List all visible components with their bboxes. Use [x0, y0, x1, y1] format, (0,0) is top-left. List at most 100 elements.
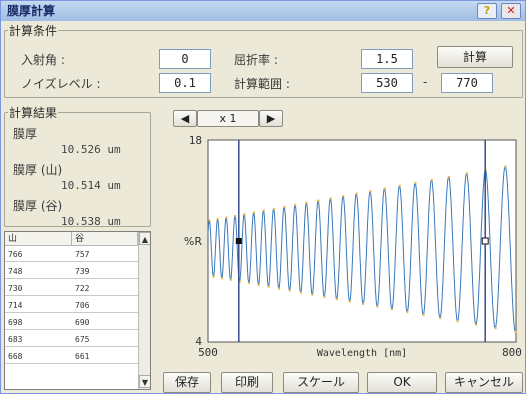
reflectance-chart[interactable]: 500 800 18 4 Wavelength [nm] %R [158, 130, 523, 365]
table-row[interactable]: 683 675 [5, 332, 138, 347]
peak-cell: 730 [8, 284, 23, 293]
extremum-marker [252, 211, 256, 214]
valley-cell: 675 [75, 335, 90, 344]
title-bar: 膜厚計算 [1, 1, 525, 21]
extremum-marker [225, 216, 228, 219]
help-button[interactable]: ? [477, 3, 497, 19]
extremum-marker [305, 201, 308, 205]
next-icon: ▶ [266, 112, 276, 125]
extremum-marker [317, 199, 320, 202]
prev-icon: ◀ [180, 112, 190, 125]
extremum-marker [329, 197, 332, 200]
extremum-marker [243, 212, 246, 216]
range-end-handle[interactable] [481, 237, 489, 245]
extremum-marker [212, 275, 215, 278]
x-tick-label: 500 [198, 346, 218, 359]
extremum-marker [342, 194, 345, 198]
y-tick-label: 4 [195, 335, 202, 348]
extremum-marker [216, 217, 219, 221]
extremum-marker [257, 283, 261, 287]
scale-button[interactable]: スケール [283, 372, 359, 393]
noise-input[interactable]: 0.1 [159, 73, 211, 93]
reflectance-series [207, 165, 517, 333]
close-button[interactable]: ✕ [501, 3, 521, 19]
thickness-peak-value: 10.514 um [61, 179, 121, 192]
extremum-marker [447, 175, 451, 179]
extremum-marker [475, 323, 478, 326]
window-title: 膜厚計算 [7, 4, 56, 18]
plot-area [207, 139, 517, 343]
extremum-marker [267, 285, 271, 288]
thickness-valley-value: 10.538 um [61, 215, 121, 228]
zoom-display[interactable]: x 1 [197, 110, 259, 127]
extremum-marker [504, 165, 507, 168]
extremum-marker [277, 287, 281, 290]
y-axis-label: %R [184, 235, 202, 248]
valley-cell: 706 [75, 301, 90, 310]
extremum-marker [294, 203, 297, 207]
range-separator: - [423, 75, 428, 89]
table-row[interactable]: 766 757 [5, 247, 138, 262]
extremum-marker [220, 276, 224, 280]
valley-cell: 690 [75, 318, 90, 327]
ok-button[interactable]: OK [367, 372, 437, 393]
table-row[interactable]: 698 690 [5, 315, 138, 330]
conditions-group: 計算条件 [4, 22, 523, 98]
table-row[interactable]: 668 661 [5, 349, 138, 364]
extremum-marker [272, 207, 276, 211]
extremum-marker [355, 192, 358, 195]
incidence-label: 入射角 : [21, 53, 65, 67]
range-to-input[interactable]: 770 [441, 73, 493, 93]
scroll-up-icon[interactable]: ▲ [139, 232, 150, 245]
thickness-valley-label: 膜厚 (谷) [13, 199, 63, 213]
refractive-label: 屈折率 : [234, 53, 278, 67]
extremum-marker [383, 187, 387, 190]
next-button[interactable]: ▶ [259, 110, 283, 127]
table-scrollbar[interactable]: ▲ ▼ [138, 232, 150, 389]
thickness-label: 膜厚 [13, 127, 38, 141]
refractive-input[interactable]: 1.5 [361, 49, 413, 69]
extremum-marker [335, 297, 339, 301]
extremum-marker [390, 307, 394, 311]
header-valley[interactable]: 谷 [72, 232, 138, 246]
valley-cell: 739 [75, 267, 90, 276]
conditions-legend: 計算条件 [9, 24, 58, 38]
print-button[interactable]: 印刷 [221, 372, 273, 393]
valley-cell: 661 [75, 352, 90, 361]
header-peak[interactable]: 山 [5, 232, 72, 246]
extremum-marker [406, 310, 409, 314]
extremum-marker [262, 209, 265, 212]
extremum-marker [422, 313, 425, 317]
extremum-marker [398, 184, 401, 188]
extremum-marker [430, 178, 434, 182]
extremum-marker [369, 190, 372, 193]
extremum-marker [439, 316, 442, 320]
table-row[interactable]: 714 706 [5, 298, 138, 313]
extremum-marker [362, 302, 365, 306]
table-row[interactable]: 748 739 [5, 264, 138, 279]
scroll-down-icon[interactable]: ▼ [139, 375, 150, 388]
extremum-marker [494, 326, 497, 330]
save-button[interactable]: 保存 [163, 372, 211, 393]
range-from-input[interactable]: 530 [361, 73, 413, 93]
prev-button[interactable]: ◀ [173, 110, 197, 127]
peak-cell: 714 [8, 301, 23, 310]
peak-valley-table[interactable]: 山 谷 766 757 748 739 730 722 714 706 698 690 6… [4, 231, 151, 390]
incidence-input[interactable]: 0 [159, 49, 211, 69]
results-group: 計算結果 [4, 104, 151, 227]
cancel-button[interactable]: キャンセル [445, 372, 523, 393]
thickness-peak-label: 膜厚 (山) [13, 163, 63, 177]
calculate-button[interactable]: 計算 [437, 46, 513, 68]
extremum-marker [414, 181, 417, 185]
extremum-marker [311, 293, 314, 296]
extremum-marker [376, 305, 379, 308]
extremum-marker [323, 295, 326, 299]
range-start-handle[interactable] [235, 238, 242, 244]
peak-cell: 683 [8, 335, 23, 344]
peak-cell: 748 [8, 267, 23, 276]
extremum-marker [247, 281, 251, 285]
extremum-marker [299, 291, 303, 294]
question-icon: ? [483, 4, 491, 17]
table-row[interactable]: 730 722 [5, 281, 138, 296]
